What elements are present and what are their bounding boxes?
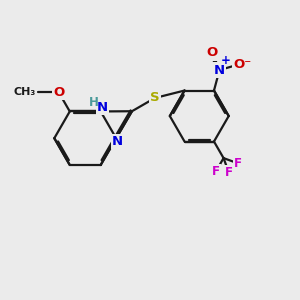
Text: F: F	[212, 165, 220, 178]
Text: +: +	[221, 54, 231, 67]
Text: N: N	[214, 64, 225, 76]
Text: H: H	[89, 95, 99, 109]
Text: CH₃: CH₃	[14, 87, 36, 97]
Text: F: F	[225, 166, 233, 179]
Text: F: F	[234, 157, 242, 170]
Text: N: N	[112, 135, 123, 148]
Text: O⁻: O⁻	[233, 58, 251, 71]
Text: S: S	[150, 92, 160, 104]
Text: O: O	[53, 86, 64, 99]
Text: O: O	[206, 46, 218, 59]
Text: N: N	[97, 101, 108, 114]
